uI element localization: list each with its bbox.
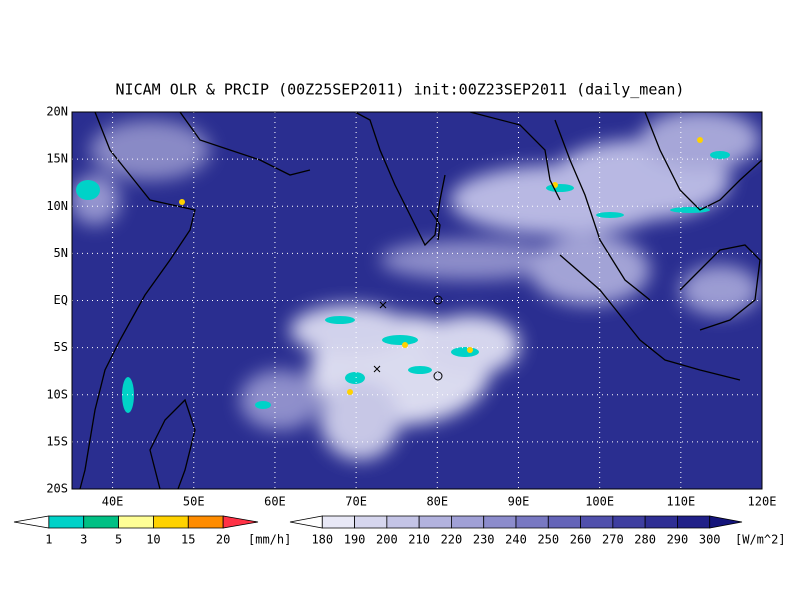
colorbar-label: 1 — [45, 533, 52, 547]
colorbar-swatch — [83, 515, 119, 529]
colorbar-label: 15 — [181, 533, 195, 547]
colorbar-unit: [mm/h] — [248, 533, 291, 547]
colorbar-label: 190 — [344, 533, 366, 547]
colorbar-swatch — [709, 515, 743, 529]
lon-label: 120E — [748, 495, 777, 509]
colorbar-label: 200 — [376, 533, 398, 547]
colorbar-swatch — [644, 515, 678, 529]
lon-label: 100E — [585, 495, 614, 509]
lat-label: 5S — [54, 340, 68, 354]
lon-label: 80E — [426, 495, 448, 509]
heavy-precip-patches — [179, 137, 703, 395]
colorbar-swatch — [321, 515, 355, 529]
colorbar-swatch — [547, 515, 581, 529]
colorbar-swatch — [118, 515, 154, 529]
lat-label: 20S — [46, 482, 68, 496]
colorbar-label: 20 — [216, 533, 230, 547]
lat-label: 15S — [46, 434, 68, 448]
lat-label: EQ — [54, 293, 68, 307]
colorbar-label: 10 — [146, 533, 160, 547]
colorbar-swatch — [612, 515, 646, 529]
lon-label: 70E — [345, 495, 367, 509]
map — [72, 112, 762, 489]
colorbar-unit: [W/m^2] — [735, 533, 786, 547]
lat-label: 10S — [46, 387, 68, 401]
colorbar-swatch — [677, 515, 711, 529]
colorbar-label: 220 — [441, 533, 463, 547]
colorbar-swatch — [48, 515, 85, 529]
colorbar-swatch — [418, 515, 452, 529]
map-frame — [71, 111, 763, 490]
colorbar-label: 210 — [408, 533, 430, 547]
colorbar-swatch — [386, 515, 420, 529]
colorbar-label: 290 — [667, 533, 689, 547]
colorbar-label: 270 — [602, 533, 624, 547]
colorbar-label: 230 — [473, 533, 495, 547]
colorbar-swatch — [451, 515, 485, 529]
title: NICAM OLR & PRCIP (00Z25SEP2011) init:00… — [116, 81, 685, 99]
colorbar-label: 280 — [634, 533, 656, 547]
colorbar-label: 260 — [570, 533, 592, 547]
colorbar-swatch — [483, 515, 517, 529]
legends: 1 3 5 10 15 20 [mm/h] 180 190 200 210 220 230 240 250 2… — [13, 515, 786, 547]
colorbar-label: 180 — [311, 533, 333, 547]
colorbar-label: 300 — [699, 533, 721, 547]
lon-label: 50E — [183, 495, 205, 509]
lon-label: 110E — [666, 495, 695, 509]
axis-labels: 20N 15N 10N 5N EQ 5S 10S 15S 20S 40E 50E 60E 70E 80E 9… — [46, 105, 776, 509]
colorbar-swatch — [153, 515, 189, 529]
colorbar-swatch — [580, 515, 614, 529]
colorbar-swatch — [515, 515, 549, 529]
colorbar-label: 240 — [505, 533, 527, 547]
lat-label: 10N — [46, 199, 68, 213]
colorbar-swatch — [222, 515, 259, 529]
graticule — [72, 112, 762, 489]
colorbar-swatch — [13, 515, 50, 529]
colorbar-swatch — [354, 515, 388, 529]
colorbar-swatch — [187, 515, 224, 529]
lon-label: 90E — [508, 495, 530, 509]
lat-label: 20N — [46, 105, 68, 119]
coastlines — [79, 112, 762, 489]
colorbar-label: 3 — [80, 533, 87, 547]
colorbar-label: 5 — [115, 533, 122, 547]
colorbar-label: 250 — [537, 533, 559, 547]
colorbar-swatch — [289, 515, 323, 529]
lon-label: 60E — [264, 495, 286, 509]
lat-label: 5N — [54, 246, 68, 260]
lat-label: 15N — [46, 152, 68, 166]
lon-label: 40E — [102, 495, 124, 509]
